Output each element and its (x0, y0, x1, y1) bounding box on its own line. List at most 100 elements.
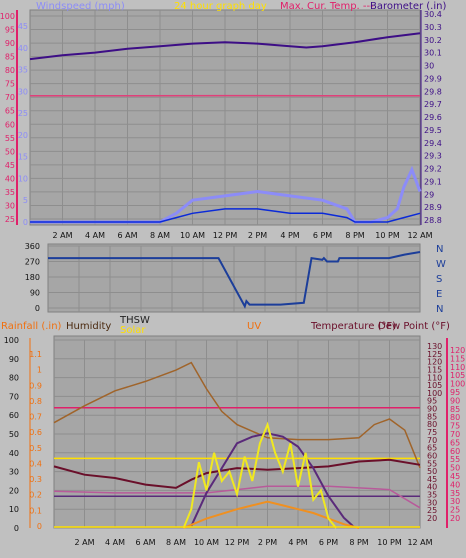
compass-label: N (436, 244, 443, 255)
x-tick-label: 12 AM (407, 231, 432, 240)
windspeed-tick-label: 0 (23, 218, 28, 227)
temperature-tick-label: 75 (5, 80, 15, 89)
temperature-tick-label: 35 (5, 188, 15, 197)
windspeed-tick-label: 45 (18, 22, 28, 31)
x-tick-label: 12 PM (213, 231, 238, 240)
barometer-tick-label: 29.5 (424, 126, 442, 135)
rainfall-tick-label: 1 (37, 366, 42, 375)
windspeed-axis-title: Windspeed (mph) (36, 1, 125, 12)
barometer-tick-label: 29.7 (424, 100, 442, 109)
temperature-tick-label: 60 (5, 120, 15, 129)
dew-point-tick-label: 20 (427, 514, 437, 523)
percent-tick-label: 50 (9, 430, 19, 439)
x-tick-label: 8 PM (349, 538, 368, 547)
x-tick-label: 8 AM (150, 231, 170, 240)
percent-tick-label: 60 (9, 411, 19, 420)
windspeed-tick-label: 35 (18, 66, 28, 75)
x-tick-label: 2 AM (52, 231, 72, 240)
x-tick-label: 12 AM (407, 538, 432, 547)
rainfall-tick-label: 0.6 (29, 428, 42, 437)
rainfall-axis-title: Rainfall (.in) (1, 321, 62, 332)
wind-direction-tick-label: 270 (25, 258, 40, 267)
barometer-tick-label: 29.6 (424, 113, 442, 122)
dew-point-axis-title: Dew Point (°F) (378, 321, 450, 332)
x-tick-label: 8 AM (166, 538, 186, 547)
graph-period-label: 24 hour graph day (174, 1, 267, 12)
wind-direction-tick-label: 360 (25, 242, 40, 251)
rainfall-tick-label: 0.7 (29, 413, 42, 422)
x-tick-label: 12 PM (225, 538, 250, 547)
x-tick-label: 4 PM (280, 231, 299, 240)
temperature-tick-label: 55 (5, 134, 15, 143)
x-tick-label: 2 PM (248, 231, 267, 240)
windspeed-tick-label: 15 (18, 153, 28, 162)
temperature-tick-label: 25 (5, 215, 15, 224)
percent-tick-label: 40 (9, 449, 19, 458)
windspeed-tick-label: 5 (23, 196, 28, 205)
compass-label: N (436, 304, 443, 315)
temperature-tick-label: 50 (5, 147, 15, 156)
rainfall-tick-label: 0 (37, 522, 42, 531)
x-tick-label: 2 AM (74, 538, 94, 547)
percent-tick-label: 10 (9, 505, 19, 514)
windspeed-tick-label: 40 (18, 44, 28, 53)
barometer-tick-label: 29.8 (424, 87, 442, 96)
rainfall-tick-label: 0.9 (29, 381, 42, 390)
solar-axis-title: Solar (120, 325, 146, 336)
uv-axis-title: UV (247, 321, 261, 332)
temperature-tick-label: 90 (5, 39, 15, 48)
barometer-tick-label: 29.1 (424, 177, 442, 186)
wind-direction-tick-label: 180 (25, 273, 40, 282)
x-tick-label: 6 AM (135, 538, 155, 547)
percent-tick-label: 0 (14, 524, 19, 533)
x-tick-label: 10 PM (377, 538, 402, 547)
windspeed-tick-label: 30 (18, 87, 28, 96)
percent-tick-label: 80 (9, 374, 19, 383)
rainfall-tick-label: 0.1 (29, 506, 42, 515)
temperature-tick-label: 95 (5, 26, 15, 35)
percent-tick-label: 30 (9, 468, 19, 477)
temperature-tick-label: 40 (5, 174, 15, 183)
percent-tick-label: 20 (9, 486, 19, 495)
x-tick-label: 2 PM (258, 538, 277, 547)
windspeed-tick-label: 20 (18, 131, 28, 140)
rainfall-tick-label: 0.4 (29, 459, 42, 468)
temperature-tick-label: 65 (5, 107, 15, 116)
temperature-tick-label: 20 (450, 514, 460, 523)
x-tick-label: 4 AM (85, 231, 105, 240)
rainfall-tick-label: 0.2 (29, 491, 42, 500)
max-current-temp-label: Max. Cur. Temp. --- (280, 1, 374, 12)
rainfall-tick-label: 1.1 (29, 350, 42, 359)
barometer-axis-title: Barometer (.in) (370, 1, 446, 12)
x-tick-label: 10 PM (375, 231, 400, 240)
percent-tick-label: 90 (9, 355, 19, 364)
x-tick-label: 4 AM (105, 538, 125, 547)
x-tick-label: 6 AM (117, 231, 137, 240)
temperature-tick-label: 30 (5, 201, 15, 210)
temperature-tick-label: 45 (5, 161, 15, 170)
barometer-tick-label: 29.9 (424, 74, 442, 83)
compass-label: E (436, 289, 442, 300)
rainfall-tick-label: 0.3 (29, 475, 42, 484)
barometer-tick-label: 29.4 (424, 139, 442, 148)
barometer-tick-label: 30.2 (424, 36, 442, 45)
wind-direction-tick-label: 0 (35, 304, 40, 313)
humidity-axis-title: Humidity (66, 321, 111, 332)
rainfall-tick-label: 0.8 (29, 397, 42, 406)
x-tick-label: 10 AM (180, 231, 205, 240)
percent-tick-label: 100 (4, 336, 19, 345)
percent-tick-label: 70 (9, 392, 19, 401)
temperature-tick-label: 80 (5, 66, 15, 75)
x-tick-label: 10 AM (194, 538, 219, 547)
windspeed-tick-label: 10 (18, 174, 28, 183)
temperature-tick-label: 70 (5, 93, 15, 102)
compass-label: W (436, 259, 446, 270)
compass-label: S (436, 274, 442, 285)
temperature-tick-label: 100 (0, 12, 15, 21)
x-tick-label: 6 PM (313, 231, 332, 240)
